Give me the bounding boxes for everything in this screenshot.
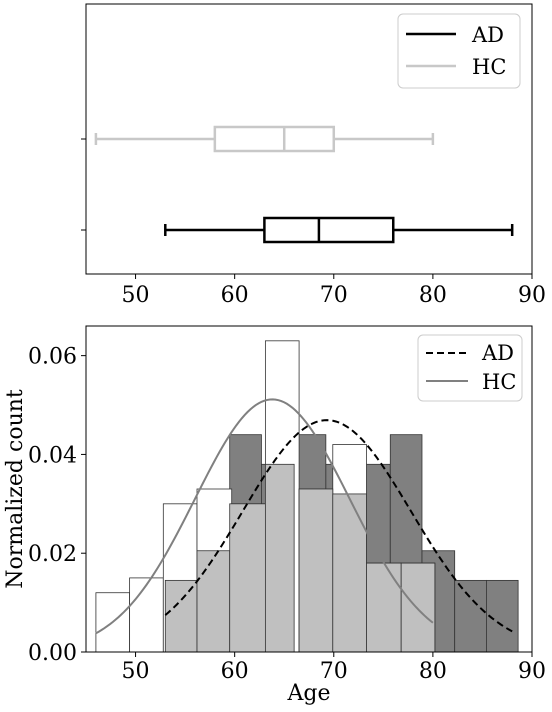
boxplot-ticks: 50 60 70 80 90: [81, 138, 546, 308]
boxplot-xtick-label: 90: [518, 283, 546, 308]
boxplot-xtick-label: 80: [419, 283, 447, 308]
histogram-bars: [95, 340, 519, 653]
histogram-ytick-label: 0.02: [28, 542, 77, 567]
histogram-bar-ad: [486, 579, 519, 653]
boxplot-boxes: [94, 125, 514, 244]
histogram-bar-overlap: [366, 562, 402, 653]
histogram-ytick-label: 0.00: [28, 641, 77, 666]
boxplot-panel: 50 60 70 80 90 AD HC: [81, 3, 546, 308]
boxplot-xtick-label: 60: [221, 283, 249, 308]
histogram-legend-hc-label: HC: [482, 370, 516, 394]
histogram-bar-overlap: [229, 503, 266, 653]
histogram-bar-hc: [129, 577, 164, 653]
histogram-ytick-label: 0.04: [28, 443, 77, 468]
boxplot-ad-box: [263, 216, 395, 244]
histogram-legend: AD HC: [417, 334, 523, 402]
boxplot-ad: [164, 216, 514, 244]
boxplot-xtick-label: 70: [320, 283, 348, 308]
histogram-layer-overlap: [164, 463, 436, 653]
histogram-xtick-label: 90: [518, 659, 546, 684]
histogram-panel: 50 60 70 80 90 0.00 0.02 0.04 0.06 Age Normalize…: [3, 325, 546, 706]
boxplot-legend-hc-label: HC: [472, 55, 506, 79]
histogram-bar-overlap: [332, 493, 367, 653]
histogram-bar-overlap: [264, 463, 295, 653]
histogram-xlabel: Age: [287, 681, 331, 706]
boxplot-legend: AD HC: [397, 13, 521, 89]
boxplot-xtick-label: 50: [122, 283, 150, 308]
histogram-bar-overlap: [164, 579, 198, 653]
boxplot-legend-box: [397, 13, 521, 89]
histogram-legend-box: [417, 334, 523, 402]
histogram-curve-ad: [164, 419, 513, 633]
histogram-bar-overlap: [298, 488, 334, 653]
histogram-xtick-label: 80: [419, 659, 447, 684]
histogram-curves: [95, 398, 513, 635]
histogram-legend-ad-label: AD: [481, 341, 514, 365]
histogram-bar-overlap: [400, 562, 436, 653]
histogram-frame: [85, 325, 533, 653]
histogram-bar-ad: [454, 579, 487, 653]
boxplot-hc: [94, 125, 435, 153]
histogram-xtick-label: 60: [221, 659, 249, 684]
boxplot-hc-box: [213, 125, 336, 153]
histogram-ylabel: Normalized count: [3, 389, 28, 589]
boxplot-legend-ad-label: AD: [471, 23, 504, 47]
histogram-ytick-label: 0.06: [28, 345, 77, 370]
histogram-xtick-label: 50: [122, 659, 150, 684]
histogram-curve-hc: [95, 398, 434, 635]
histogram-bar-overlap: [196, 550, 231, 653]
histogram-ticks: 50 60 70 80 90 0.00 0.02 0.04 0.06: [28, 345, 546, 684]
histogram-xtick-label: 70: [320, 659, 348, 684]
